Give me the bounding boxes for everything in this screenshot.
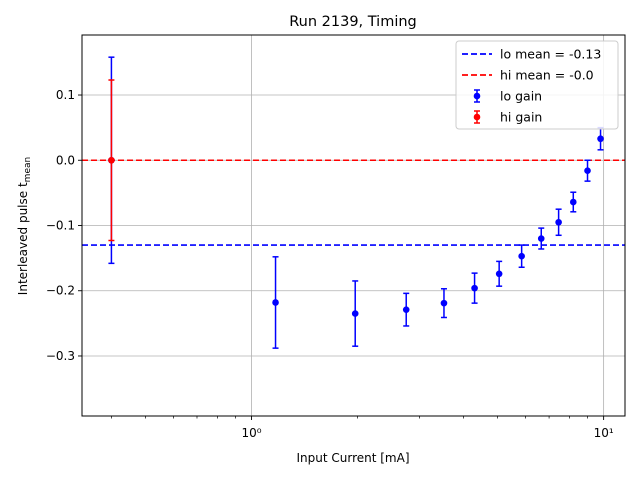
legend-hi-mean-label: hi mean = -0.0 [500, 68, 594, 83]
y-tick-label: 0.0 [56, 153, 75, 167]
legend-lo-mean-label: lo mean = -0.13 [500, 47, 601, 62]
x-axis-label: Input Current [mA] [296, 451, 409, 465]
data-point [272, 299, 279, 306]
data-point [518, 252, 525, 260]
data-point [597, 135, 604, 143]
data-point [402, 306, 410, 313]
y-axis-label-subscript: mean [23, 157, 33, 183]
data-point [495, 270, 503, 278]
data-point [584, 167, 591, 174]
legend-hi-gain-marker [473, 110, 481, 124]
data-series [108, 56, 604, 349]
x-tick-label: 10⁰ [241, 426, 261, 440]
y-axis-label: Interleaved pulse tmean [16, 157, 33, 295]
data-point [351, 310, 359, 317]
data-point [569, 198, 577, 206]
y-tick-label: −0.2 [46, 284, 75, 298]
data-point [537, 235, 545, 242]
y-tick-label: −0.3 [46, 349, 75, 363]
legend-point [473, 113, 481, 121]
legend-box [455, 40, 619, 130]
legend-point [473, 92, 481, 100]
data-point [440, 299, 448, 307]
y-tick-label: 0.1 [56, 88, 75, 102]
legend: lo mean = -0.13 hi mean = -0.0 lo gain h… [455, 40, 619, 130]
data-point [555, 218, 562, 226]
legend-hi-gain-label: hi gain [500, 110, 542, 125]
y-axis-ticks: 0.1 0.0 −0.1 −0.2 −0.3 [46, 88, 82, 363]
x-axis-ticks: 10⁰ 10¹ [111, 416, 614, 440]
data-point [108, 156, 115, 164]
hi-gain-series [108, 79, 115, 242]
chart-title: Run 2139, Timing [289, 14, 417, 30]
y-tick-label: −0.1 [46, 219, 75, 233]
legend-lo-gain-label: lo gain [500, 89, 542, 104]
y-axis-label-main: Interleaved pulse t [16, 182, 30, 295]
data-point [471, 284, 478, 292]
mean-lines [82, 159, 625, 246]
legend-lo-gain-marker [473, 89, 481, 103]
x-tick-label: 10¹ [594, 426, 614, 440]
